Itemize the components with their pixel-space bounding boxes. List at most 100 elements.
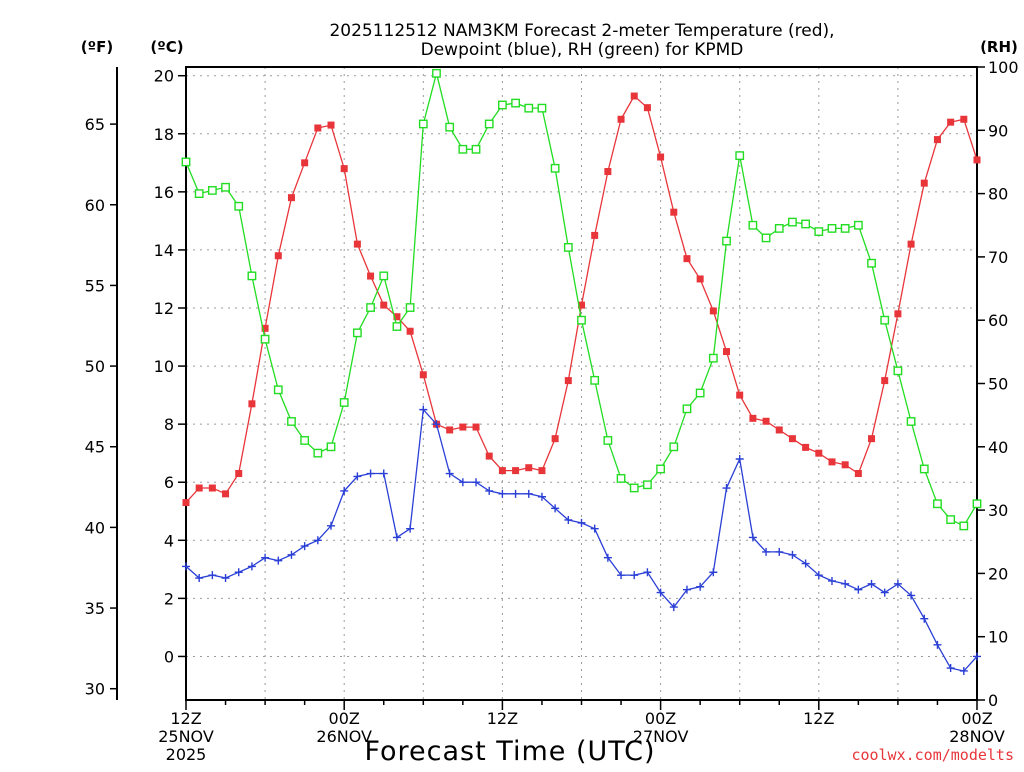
rh-point-44: [761, 233, 771, 243]
dewpoint-point-1: [195, 574, 204, 583]
temp-point-0: [182, 499, 190, 507]
series-0: [182, 92, 981, 507]
temp-point-43: [749, 414, 757, 422]
dewpoint-point-51: [854, 585, 863, 594]
dewpoint-point-42: [735, 454, 744, 463]
temp-point-38: [683, 255, 691, 263]
x-tick-label-5-0: 00Z: [961, 709, 992, 728]
temp-point-36: [657, 153, 665, 161]
rh-point-38: [682, 404, 692, 414]
dewpoint-point-40: [709, 568, 718, 577]
temp-point-33: [617, 115, 625, 123]
temp-point-29: [564, 377, 572, 385]
rh-point-27: [537, 103, 547, 113]
rh-point-24: [498, 100, 507, 110]
dewpoint-point-33: [617, 571, 626, 580]
temp-point-31: [591, 231, 599, 239]
rh-point-32: [603, 436, 613, 445]
dewpoint-point-16: [392, 533, 401, 542]
series-1: [182, 405, 981, 675]
rh-point-54: [893, 366, 903, 376]
rh-point-17: [405, 303, 415, 312]
temp-point-12: [340, 165, 348, 173]
rh-point-40: [708, 353, 718, 363]
dewpoint-point-12: [340, 486, 349, 495]
temp-point-50: [841, 461, 849, 469]
dewpoint-point-45: [775, 547, 784, 556]
rh-tick-label-8: 80: [988, 185, 1008, 204]
rh-point-33: [616, 474, 626, 483]
rh-point-4: [234, 201, 244, 211]
dewpoint-point-15: [379, 469, 388, 478]
dewpoint-point-25: [511, 489, 520, 498]
rh-point-22: [471, 144, 481, 154]
dewpoint-point-0: [182, 562, 190, 571]
x-axis-title: Forecast Time (UTC): [364, 736, 655, 767]
fahrenheit-tick-label-7: 65: [85, 115, 105, 134]
temp-point-55: [907, 240, 915, 248]
rh-point-46: [788, 217, 797, 227]
rh-point-19: [432, 68, 441, 78]
celsius-tick-label-7: 14: [154, 241, 174, 260]
temp-point-57: [933, 136, 941, 144]
dewpoint-point-21: [458, 478, 467, 487]
temp-point-9: [301, 159, 309, 167]
temp-point-51: [854, 470, 862, 478]
rh-point-41: [722, 236, 731, 246]
temp-point-14: [367, 272, 375, 280]
dewpoint-point-49: [827, 576, 836, 585]
rh-point-26: [524, 103, 534, 113]
series-layer: [181, 68, 982, 675]
fahrenheit-tick-label-3: 45: [85, 438, 105, 457]
temp-point-15: [380, 301, 388, 309]
rh-point-0: [181, 157, 191, 167]
rh-tick-label-0: 0: [988, 691, 998, 710]
dewpoint-point-50: [841, 579, 850, 588]
rh-point-56: [919, 464, 929, 474]
dewpoint-point-55: [907, 591, 916, 600]
dewpoint-point-59: [959, 666, 968, 675]
celsius-tick-label-3: 6: [164, 473, 174, 492]
rh-point-1: [194, 189, 204, 198]
rh-tick-label-3: 30: [988, 501, 1008, 520]
temp-point-34: [630, 92, 638, 100]
dewpoint-point-41: [722, 484, 731, 493]
temp-point-25: [512, 467, 520, 475]
rh-tick-label-9: 90: [988, 121, 1008, 140]
temp-point-18: [419, 371, 427, 379]
dewpoint-point-36: [656, 588, 665, 597]
rh-point-42: [735, 151, 745, 161]
x-tick-label-3-1: 27NOV: [633, 727, 689, 746]
rh-point-3: [221, 182, 230, 192]
dewpoint-point-29: [564, 515, 573, 524]
temp-point-49: [828, 458, 836, 466]
fahrenheit-tick-label-2: 40: [85, 518, 105, 537]
temp-point-30: [578, 301, 585, 309]
temp-point-16: [393, 313, 401, 321]
rh-point-51: [853, 220, 863, 230]
dewpoint-point-35: [643, 568, 652, 577]
rh-tick-label-5: 50: [988, 375, 1008, 394]
dewpoint-point-9: [300, 542, 309, 551]
rh-point-36: [656, 464, 666, 474]
temp-point-23: [485, 452, 493, 460]
dewpoint-point-52: [867, 579, 876, 588]
dewpoint-point-37: [669, 603, 678, 612]
rh-point-47: [801, 219, 811, 229]
credit-label: coolwx.com/modelts: [851, 746, 1014, 764]
dewpoint-point-18: [419, 405, 428, 414]
x-tick-label-1-0: 00Z: [329, 709, 360, 728]
x-tick-label-0-1: 25NOV: [158, 727, 214, 746]
x-tick-label-1-1: 26NOV: [316, 727, 372, 746]
celsius-tick-label-0: 0: [164, 647, 174, 666]
temp-point-2: [208, 484, 216, 492]
temp-point-22: [472, 423, 480, 431]
rh-point-37: [669, 442, 679, 452]
temp-point-41: [723, 348, 731, 356]
dewpoint-point-56: [920, 614, 929, 623]
dewpoint-point-57: [933, 640, 942, 649]
fahrenheit-tick-label-5: 55: [85, 276, 105, 295]
dewpoint-point-8: [287, 550, 296, 559]
temp-point-4: [235, 470, 243, 478]
